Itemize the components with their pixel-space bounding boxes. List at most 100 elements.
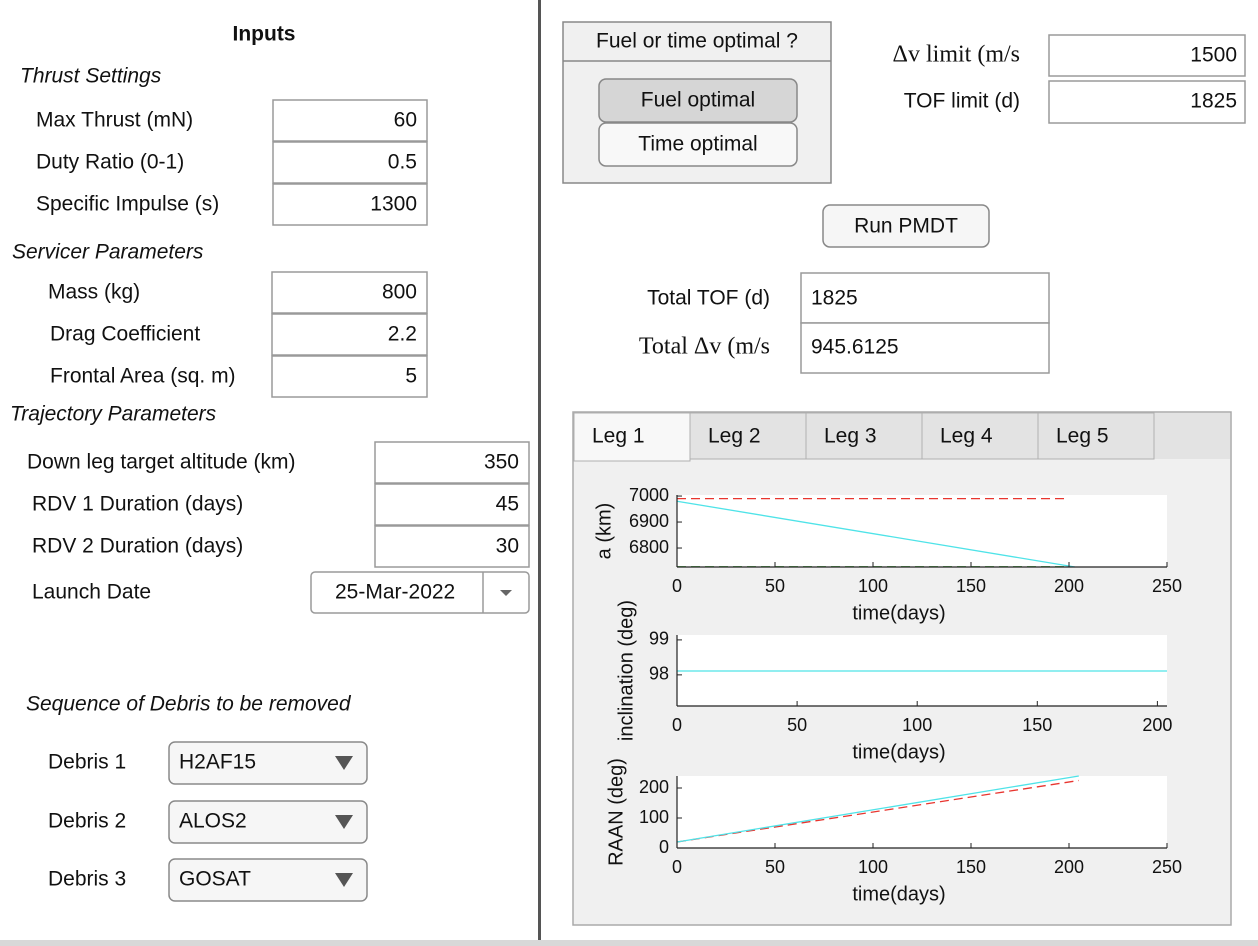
input-box[interactable]: [374, 525, 530, 568]
x-tick-label: 0: [672, 857, 682, 877]
dropdown-value: H2AF15: [179, 751, 256, 774]
group-title: Fuel or time optimal ?: [596, 30, 798, 53]
button-label: Run PMDT: [854, 215, 958, 238]
x-tick-label: 250: [1152, 857, 1182, 877]
tab-label: Leg 3: [824, 425, 877, 448]
field-label: Launch Date: [32, 581, 151, 604]
field-label: Frontal Area (sq. m): [50, 365, 236, 388]
field-label: Drag Coefficient: [50, 323, 200, 346]
dropdown[interactable]: [168, 800, 368, 844]
dropdown-arrow: [335, 756, 353, 770]
input-value: 1500: [1190, 44, 1237, 67]
input-value: 350: [484, 451, 519, 474]
input-box[interactable]: [272, 141, 428, 184]
input-value: 60: [394, 109, 417, 132]
plot-area: [677, 776, 1167, 848]
y-tick-label: 100: [639, 807, 669, 827]
y-axis-label: a (km): [593, 503, 615, 560]
x-tick-label: 150: [956, 576, 986, 596]
tab[interactable]: [1037, 412, 1155, 460]
button-label: Time optimal: [638, 133, 757, 156]
x-tick-label: 50: [787, 715, 807, 735]
x-axis-label: time(days): [852, 883, 945, 905]
x-tick-label: 100: [858, 857, 888, 877]
input-value: 5: [405, 365, 417, 388]
date-value: 25-Mar-2022: [335, 581, 455, 604]
data-line: [676, 779, 1079, 843]
x-axis-label: time(days): [852, 741, 945, 763]
input-box[interactable]: [271, 313, 428, 356]
input-box[interactable]: [1048, 80, 1246, 124]
data-line: [676, 775, 1079, 843]
input-value: 800: [382, 281, 417, 304]
tab-label: Leg 1: [592, 425, 645, 448]
section-title: Servicer Parameters: [12, 241, 204, 264]
input-value: 0.5: [388, 151, 417, 174]
field-label: Debris 2: [48, 810, 126, 833]
y-tick-label: 7000: [629, 485, 669, 505]
bottom-edge: [0, 940, 1258, 946]
toggle-button[interactable]: [598, 122, 798, 167]
plot-area: [677, 495, 1167, 567]
panel-title: Inputs: [233, 23, 296, 46]
dropdown[interactable]: [168, 858, 368, 902]
section-title: Sequence of Debris to be removed: [26, 693, 352, 716]
input-box[interactable]: [271, 271, 428, 314]
input-value: 1300: [370, 193, 417, 216]
divider: [538, 0, 541, 940]
x-tick-label: 200: [1142, 715, 1172, 735]
x-tick-label: 200: [1054, 857, 1084, 877]
tab-label: Leg 4: [940, 425, 993, 448]
x-tick-label: 100: [902, 715, 932, 735]
field-label: TOF limit (d): [904, 90, 1020, 113]
date-picker[interactable]: [310, 571, 530, 614]
tab-label: Leg 2: [708, 425, 761, 448]
field-label: RDV 1 Duration (days): [32, 493, 243, 516]
input-box[interactable]: [1048, 34, 1246, 77]
field-label: Down leg target altitude (km): [27, 451, 295, 474]
field-label: Duty Ratio (0-1): [36, 151, 184, 174]
x-tick-label: 100: [858, 576, 888, 596]
input-box[interactable]: [272, 183, 428, 226]
dropdown-value: ALOS2: [179, 810, 247, 833]
output-box: [800, 322, 1050, 374]
dropdown-arrow: [335, 815, 353, 829]
output-box: [800, 272, 1050, 324]
dropdown-value: GOSAT: [179, 868, 251, 891]
tab[interactable]: [573, 412, 691, 462]
field-label: Specific Impulse (s): [36, 193, 219, 216]
x-tick-label: 250: [1152, 576, 1182, 596]
input-value: 45: [496, 493, 519, 516]
tab[interactable]: [689, 412, 807, 460]
x-tick-label: 150: [956, 857, 986, 877]
x-tick-label: 150: [1022, 715, 1052, 735]
field-label: RDV 2 Duration (days): [32, 535, 243, 558]
x-tick-label: 0: [672, 715, 682, 735]
button-label: Fuel optimal: [641, 89, 755, 112]
input-box[interactable]: [374, 441, 530, 484]
input-box[interactable]: [272, 99, 428, 142]
tab-label: Leg 5: [1056, 425, 1109, 448]
y-tick-label: 98: [649, 664, 669, 684]
input-value: 1825: [1190, 90, 1237, 113]
dropdown[interactable]: [168, 741, 368, 785]
dropdown-arrow: [500, 590, 512, 596]
tab[interactable]: [805, 412, 923, 460]
input-box[interactable]: [374, 483, 530, 526]
run-button[interactable]: [822, 204, 990, 248]
tab[interactable]: [921, 412, 1039, 460]
input-value: 30: [496, 535, 519, 558]
input-box[interactable]: [271, 355, 428, 398]
y-tick-label: 6900: [629, 511, 669, 531]
output-value: 1825: [811, 287, 858, 310]
section-title: Thrust Settings: [20, 65, 162, 88]
data-line: [676, 500, 1075, 568]
x-tick-label: 50: [765, 576, 785, 596]
toggle-button[interactable]: [598, 78, 798, 123]
section-title: Trajectory Parameters: [10, 403, 217, 426]
x-tick-label: 0: [672, 576, 682, 596]
output-value: 945.6125: [811, 336, 899, 359]
field-label: Mass (kg): [48, 281, 140, 304]
y-tick-label: 0: [659, 837, 669, 857]
